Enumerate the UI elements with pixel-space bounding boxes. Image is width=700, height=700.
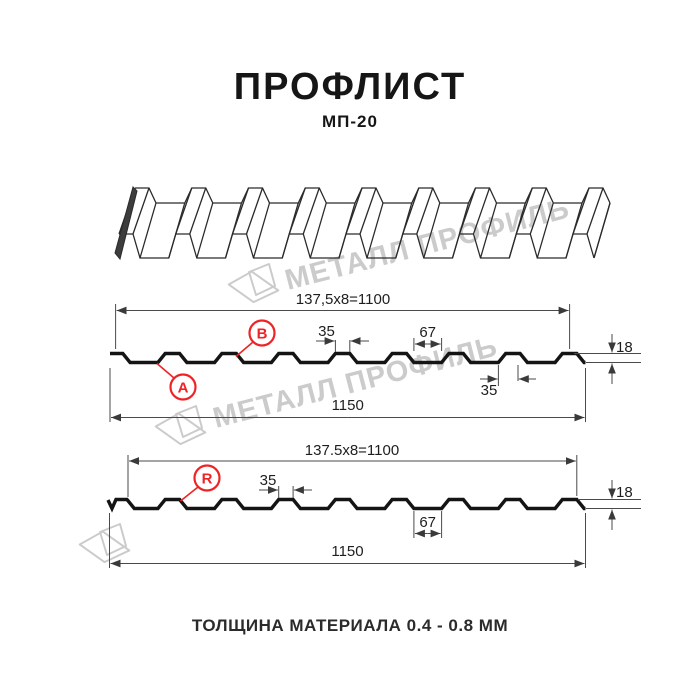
rib-edge-line	[366, 202, 384, 259]
metal-profil-logo-watermark	[225, 263, 282, 307]
rib-edge-line	[224, 202, 243, 259]
rib-edge-line	[416, 187, 434, 235]
rib-edge-line	[472, 187, 491, 235]
rib-edge-line	[586, 187, 604, 235]
profile-a-dimensions	[109, 304, 641, 422]
rib-edge-line	[451, 202, 470, 259]
callout-r: R	[180, 464, 221, 502]
callout-a: A	[156, 362, 197, 401]
dim-crest-width-r: 35	[260, 472, 277, 489]
profile-r-dimensions	[109, 455, 641, 568]
page-title: ПРОФЛИСТ	[233, 66, 467, 108]
rib-edge-line	[302, 187, 320, 235]
metal-profil-logo-watermark	[152, 405, 209, 449]
rib-edge-line	[189, 187, 207, 235]
sheet-3d-right-edge	[593, 202, 611, 259]
dim-valley-width-a: 67	[419, 324, 436, 341]
dim-valley-width-r: 67	[419, 514, 436, 531]
rib-edge-line	[281, 202, 299, 259]
brand-watermark-text: МЕТАЛЛ ПРОФИЛЬ	[210, 331, 501, 435]
material-thickness-note: ТОЛЩИНА МАТЕРИАЛА 0.4 - 0.8 ММ	[191, 616, 509, 635]
rib-edge-line	[309, 202, 327, 259]
sheet-3d-left-edge	[114, 186, 138, 261]
rib-edge-line	[423, 202, 441, 259]
dim-overall-width-a: 1150	[332, 397, 364, 414]
dim-overall-width-r: 1150	[331, 543, 363, 560]
rib-edge-line	[338, 202, 356, 259]
dim-profile-height-a: 18	[616, 339, 633, 356]
rib-edge-line	[252, 202, 271, 259]
rib-edge-line	[168, 202, 186, 259]
dim-coverage-width-r: 137.5x8=1100	[305, 442, 399, 459]
sheet-3d-view	[114, 186, 611, 261]
rib-edge-line	[245, 187, 264, 235]
rib-edge-line	[536, 202, 554, 259]
profile-model-subtitle: МП-20	[322, 112, 378, 131]
dim-crest-bottom-a: 35	[481, 382, 498, 399]
profile-a-outline	[110, 351, 586, 365]
callout-b: B	[235, 319, 276, 358]
rib-edge-line	[529, 187, 547, 235]
rib-edge-line	[565, 202, 583, 259]
rib-edge-line	[508, 202, 526, 259]
label-r: R	[202, 471, 213, 488]
profile-r-outline	[106, 497, 586, 513]
dim-crest-width-a: 35	[318, 323, 335, 340]
dim-profile-height-r: 18	[616, 484, 633, 501]
rib-edge-line	[359, 187, 377, 235]
rib-edge-line	[196, 202, 214, 259]
rib-edge-line	[395, 202, 413, 259]
profile-side-a-drawing: 137,5x8=1100 35 67 18 35 1150 B A	[109, 291, 641, 422]
rib-edge-line	[132, 187, 150, 235]
profile-side-r-drawing: 137.5x8=1100 35 67 18 1150 R	[106, 442, 641, 568]
dim-coverage-width-a: 137,5x8=1100	[296, 291, 390, 308]
label-a: A	[178, 380, 189, 397]
rib-edge-line	[139, 202, 157, 259]
rib-edge-line	[479, 202, 498, 259]
label-b: B	[257, 326, 268, 343]
metal-profil-logo-watermark	[76, 523, 133, 567]
